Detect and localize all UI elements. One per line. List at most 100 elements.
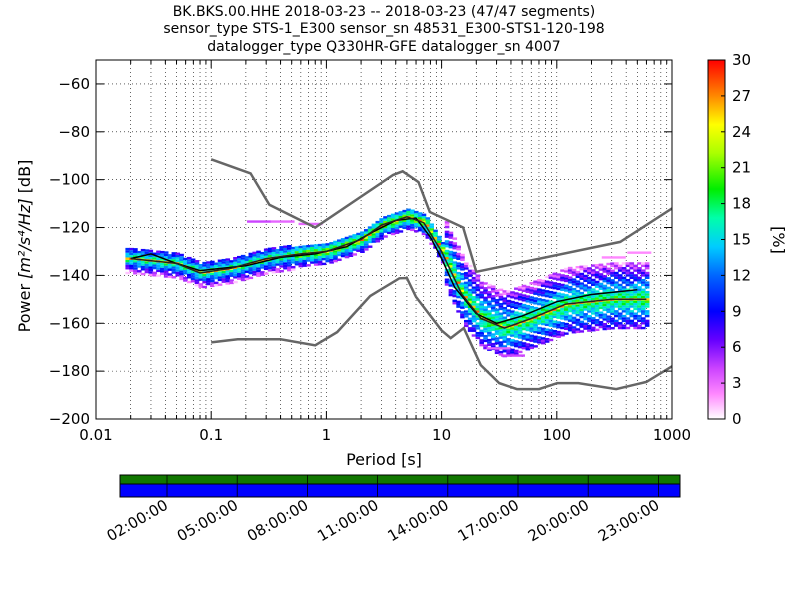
- psd-density-bin: [306, 247, 311, 250]
- psd-density-bin: [352, 246, 358, 249]
- psd-density-bin: [610, 327, 615, 330]
- psd-density-bin: [537, 300, 542, 303]
- psd-density-bin: [625, 312, 631, 315]
- psd-density-bin: [471, 303, 477, 306]
- psd-density-bin: [564, 315, 569, 319]
- psd-density-bin: [621, 278, 627, 282]
- psd-density-bin: [498, 305, 504, 308]
- psd-density-bin: [533, 306, 538, 310]
- psd-density-bin: [313, 263, 319, 266]
- psd-density-bin: [498, 312, 504, 315]
- psd-density-bin: [506, 309, 511, 312]
- psd-density-bin: [617, 293, 623, 296]
- psd-density-bin: [406, 210, 411, 214]
- psd-density-bin: [556, 278, 561, 281]
- psd-density-bin: [229, 269, 234, 273]
- psd-density-bin: [440, 258, 446, 262]
- psd-density-bin: [571, 271, 577, 274]
- psd-density-bin: [402, 209, 408, 213]
- psd-density-bin: [494, 315, 500, 319]
- psd-density-bin: [425, 217, 431, 220]
- psd-density-bin: [494, 342, 500, 345]
- psd-density-bin: [156, 257, 161, 261]
- colorbar-tick-label: 12: [732, 266, 751, 284]
- psd-density-bin: [548, 293, 554, 296]
- psd-density-bin: [417, 229, 423, 232]
- y-axis-label: Power [m²/s⁴/Hz] [dB]: [15, 160, 34, 333]
- psd-density-bin: [471, 334, 477, 337]
- psd-density-bin: [525, 338, 531, 341]
- psd-density-bin: [248, 269, 254, 272]
- psd-density-bin: [379, 234, 384, 238]
- psd-density-bin: [279, 262, 284, 266]
- psd-density-bin: [614, 305, 619, 308]
- psd-density-bin: [590, 329, 596, 332]
- psd-density-bin: [487, 338, 492, 342]
- psd-density-bin: [475, 331, 481, 335]
- psd-density-bin: [567, 276, 573, 279]
- psd-density-bin: [498, 302, 504, 306]
- psd-density-bin: [544, 323, 550, 327]
- psd-density-bin: [456, 276, 461, 280]
- psd-density-bin: [198, 283, 204, 286]
- psd-density-bin: [502, 316, 508, 319]
- psd-density-bin: [506, 342, 511, 346]
- psd-density-bin: [625, 319, 631, 323]
- psd-density-bin: [502, 306, 508, 310]
- psd-density-bin: [294, 255, 300, 259]
- psd-density-bin: [514, 306, 519, 310]
- psd-density-bin: [629, 267, 635, 270]
- psd-density-bin: [236, 263, 242, 266]
- psd-density-bin: [333, 252, 338, 256]
- psd-density-bin: [490, 309, 496, 312]
- psd-density-bin: [152, 252, 157, 255]
- psd-density-bin: [575, 323, 581, 326]
- psd-density-bin: [448, 284, 454, 287]
- psd-density-bin: [429, 225, 434, 229]
- psd-density-bin: [487, 303, 492, 306]
- psd-density-bin: [475, 308, 481, 311]
- psd-density-bin: [240, 278, 246, 282]
- psd-density-bin: [340, 247, 346, 251]
- psd-density-bin: [564, 296, 569, 299]
- psd-density-bin: [467, 310, 473, 313]
- psd-density-bin: [494, 303, 500, 307]
- psd-density-bin: [248, 271, 254, 275]
- psd-density-bin: [602, 303, 608, 307]
- psd-density-bin: [467, 288, 473, 292]
- psd-density-bin: [375, 235, 381, 238]
- psd-density-bin: [379, 220, 384, 223]
- psd-density-bin: [633, 326, 638, 330]
- psd-density-bin: [606, 281, 611, 285]
- psd-density-bin: [521, 287, 527, 290]
- psd-density-bin: [564, 325, 569, 328]
- psd-density-bin: [367, 240, 373, 244]
- psd-density-bin: [460, 284, 465, 288]
- psd-density-bin: [548, 324, 554, 327]
- data-available-strip: [119, 474, 681, 485]
- psd-density-bin: [621, 288, 627, 291]
- psd-density-bin: [587, 319, 592, 323]
- psd-density-bin: [387, 231, 392, 235]
- psd-density-bin: [148, 266, 154, 269]
- psd-density-bin: [202, 273, 207, 277]
- psd-density-bin: [606, 277, 611, 280]
- psd-density-bin: [590, 273, 596, 277]
- psd-density-bin: [552, 274, 558, 278]
- psd-density-bin: [621, 293, 627, 296]
- psd-density-bin: [637, 262, 642, 265]
- psd-density-bin: [494, 320, 500, 323]
- psd-density-bin: [533, 345, 538, 348]
- psd-density-bin: [317, 253, 323, 256]
- psd-density-bin: [183, 267, 188, 270]
- psd-density-bin: [579, 284, 585, 288]
- psd-density-bin: [533, 316, 538, 319]
- psd-density-bin: [275, 268, 281, 271]
- psd-density-bin: [579, 303, 585, 307]
- psd-density-bin: [614, 310, 619, 313]
- psd-density-bin: [521, 306, 527, 309]
- psd-density-bin: [625, 288, 631, 291]
- psd-density-bin: [506, 295, 511, 298]
- psd-density-bin: [467, 269, 473, 273]
- psd-density-bin: [560, 298, 565, 301]
